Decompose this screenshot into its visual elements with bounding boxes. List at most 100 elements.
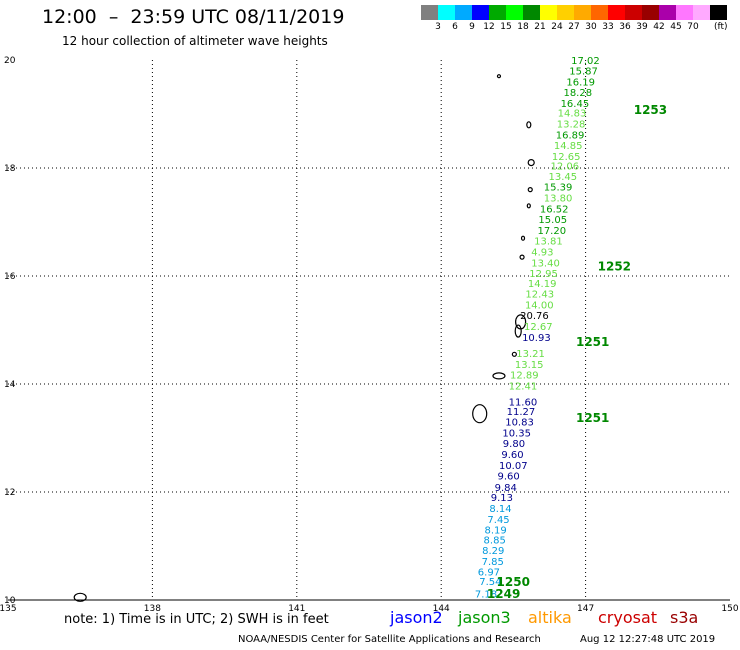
x-tick-label: 138 (144, 604, 161, 614)
wave-height-label: 14.00 (525, 300, 554, 311)
wave-height-label: 16.19 (566, 77, 595, 88)
footer-credit: NOAA/NESDIS Center for Satellite Applica… (238, 634, 541, 645)
y-tick-label: 10 (4, 596, 16, 606)
wave-height-label: 12.43 (525, 290, 554, 301)
wave-height-label: 7.18 (475, 589, 497, 600)
island-outline (472, 404, 488, 424)
map-subtitle: 12 hour collection of altimeter wave hei… (62, 34, 328, 48)
wave-height-label: 12.89 (510, 371, 539, 382)
legend-swatch (421, 5, 438, 20)
orbit-number: 1251 (576, 411, 609, 425)
wave-height-label: 20.76 (520, 311, 549, 322)
wave-height-label: 9.84 (495, 483, 517, 494)
legend-swatch (574, 5, 591, 20)
legend-swatch (557, 5, 574, 20)
wave-height-label: 16.45 (561, 99, 590, 110)
legend-unit: (ft) (714, 22, 728, 32)
legend-label: 15 (500, 22, 512, 32)
wave-height-label: 10.35 (502, 428, 531, 439)
island-outline (519, 254, 525, 260)
island-outline (511, 351, 517, 357)
legend-swatch (676, 5, 693, 20)
footer-note: note: 1) Time is in UTC; 2) SWH is in fe… (64, 612, 329, 627)
x-tick-label: 141 (288, 604, 305, 614)
wave-height-label: 13.21 (516, 349, 545, 360)
wave-height-label: 15.39 (544, 183, 573, 194)
legend-swatch (438, 5, 455, 20)
wave-height-label: 13.80 (544, 193, 573, 204)
wave-height-label: 7.45 (487, 515, 509, 526)
island-outline (520, 235, 526, 241)
wave-height-label: 15.05 (538, 215, 567, 226)
legend-swatch (489, 5, 506, 20)
x-tick-label: 147 (577, 604, 594, 614)
wave-height-label: 8.85 (484, 535, 506, 546)
legend-label: 21 (534, 22, 546, 32)
wave-height-label: 13.15 (515, 360, 544, 371)
legend-label: 36 (619, 22, 631, 32)
wave-height-label: 14.19 (528, 279, 557, 290)
wave-height-label: 11.60 (509, 398, 538, 409)
legend-swatch (455, 5, 472, 20)
legend-swatch (625, 5, 642, 20)
wave-height-label: 12.65 (552, 152, 581, 163)
legend-label: 27 (568, 22, 580, 32)
color-legend (421, 5, 727, 20)
wave-height-label: 12.95 (529, 269, 558, 280)
wave-height-label: 6.97 (478, 568, 500, 579)
wave-height-label: 9.60 (501, 450, 523, 461)
legend-label: 42 (653, 22, 665, 32)
legend-label: 30 (585, 22, 597, 32)
wave-height-label: 17.20 (537, 226, 566, 237)
orbit-number: 1250 (497, 575, 530, 589)
wave-height-label: 16.52 (540, 204, 569, 215)
wave-height-label: 14.83 (558, 109, 587, 120)
legend-label: 70 (687, 22, 699, 32)
island-outline (496, 74, 502, 79)
legend-label: 6 (452, 22, 458, 32)
wave-height-label: 8.19 (485, 526, 507, 537)
orbit-number: 1251 (576, 335, 609, 349)
wave-height-label: 7.85 (482, 557, 504, 568)
island-outline (526, 121, 532, 129)
wave-height-label: 9.13 (491, 493, 513, 504)
y-tick-label: 14 (4, 380, 16, 390)
wave-height-label: 13.28 (557, 120, 586, 131)
island-outline (527, 187, 533, 193)
orbit-number: 1252 (598, 260, 631, 274)
wave-height-label: 9.60 (498, 472, 520, 483)
island-outline (514, 324, 522, 338)
legend-swatch (506, 5, 523, 20)
wave-height-label: 8.29 (482, 546, 504, 557)
wave-height-label: 13.81 (534, 237, 563, 248)
satellite-legend-jason3: jason3 (458, 608, 511, 627)
wave-height-label: 12.41 (509, 381, 538, 392)
y-tick-label: 18 (4, 164, 16, 174)
wave-height-label: 16.89 (556, 130, 585, 141)
legend-label: 24 (551, 22, 563, 32)
wave-height-label: 11.27 (507, 407, 536, 418)
legend-label: 33 (602, 22, 614, 32)
x-tick-label: 135 (0, 604, 17, 614)
legend-swatch (591, 5, 608, 20)
legend-swatch (472, 5, 489, 20)
satellite-legend-jason2: jason2 (390, 608, 443, 627)
y-tick-label: 16 (4, 272, 16, 282)
legend-label: 12 (483, 22, 495, 32)
wave-height-label: 17.02 (571, 56, 600, 67)
legend-label: 9 (469, 22, 475, 32)
island-outline (492, 372, 506, 380)
x-tick-label: 150 (721, 604, 738, 614)
y-tick-label: 12 (4, 488, 15, 498)
legend-label: 18 (517, 22, 529, 32)
wave-height-label: 13.40 (531, 258, 560, 269)
footer-timestamp: Aug 12 12:27:48 UTC 2019 (580, 634, 716, 645)
legend-label: 39 (636, 22, 648, 32)
satellite-legend-altika: altika (528, 608, 572, 627)
legend-swatch (642, 5, 659, 20)
x-tick-label: 144 (433, 604, 450, 614)
map-title: 12:00 – 23:59 UTC 08/11/2019 (42, 6, 345, 28)
wave-height-label: 10.83 (505, 418, 534, 429)
legend-swatch (659, 5, 676, 20)
